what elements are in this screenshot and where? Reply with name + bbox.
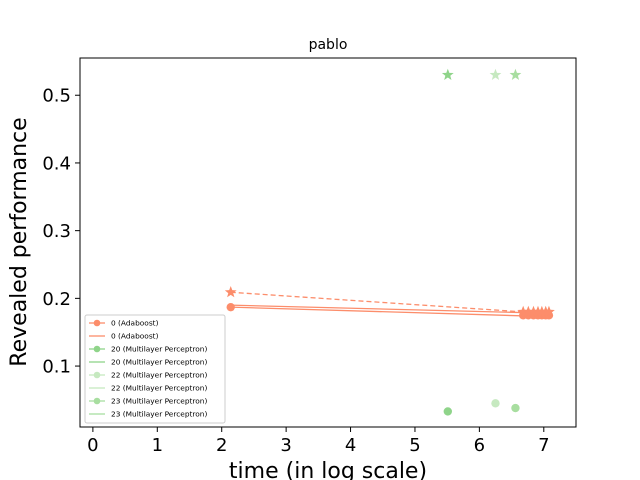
x-tick-label: 7	[538, 435, 549, 456]
data-point-star	[517, 305, 530, 317]
legend-entry: 20 (Multilayer Perceptron)	[89, 345, 207, 354]
series-line	[230, 304, 549, 314]
data-point-star	[224, 286, 237, 298]
x-tick-label: 2	[216, 435, 227, 456]
legend-label: 23 (Multilayer Perceptron)	[111, 410, 207, 419]
data-point-star	[509, 68, 522, 80]
x-axis: 0 1 2 3 4 5 6 7	[87, 427, 550, 456]
plot-frame	[79, 57, 577, 428]
legend-label: 0 (Adaboost)	[111, 332, 159, 341]
y-axis-label: Revealed performance	[7, 117, 32, 366]
y-tick-label: 0.3	[42, 221, 71, 242]
series-6	[491, 399, 500, 408]
legend-label: 0 (Adaboost)	[111, 319, 159, 328]
y-axis: 0.1 0.2 0.3 0.4 0.5	[42, 86, 80, 378]
series-line	[230, 306, 549, 318]
data-point	[511, 403, 520, 413]
legend-marker	[93, 345, 101, 353]
data-point-star	[441, 68, 454, 80]
legend-box	[84, 314, 226, 424]
legend-label: 22 (Multilayer Perceptron)	[111, 384, 207, 393]
series-2	[230, 306, 549, 318]
x-tick-label: 0	[87, 435, 98, 456]
data-point	[443, 407, 453, 416]
x-axis-label: time (in log scale)	[229, 459, 427, 480]
series-7	[489, 68, 502, 80]
series-4	[443, 407, 453, 416]
legend-marker	[93, 319, 101, 327]
legend-entry: 22 (Multilayer Perceptron)	[89, 384, 207, 393]
y-tick-label: 0.2	[42, 289, 71, 310]
legend-entry: 20 (Multilayer Perceptron)	[89, 358, 207, 367]
legend-entry: 23 (Multilayer Perceptron)	[89, 397, 207, 406]
legend-entry: 0 (Adaboost)	[89, 319, 159, 328]
series-5	[441, 68, 454, 80]
legend-label: 23 (Multilayer Perceptron)	[111, 397, 207, 406]
legend-label: 22 (Multilayer Perceptron)	[111, 371, 207, 380]
series-3	[224, 286, 555, 317]
y-tick-label: 0.5	[42, 86, 71, 107]
data-point-star	[522, 305, 535, 317]
data-point	[491, 399, 500, 408]
legend-label: 20 (Multilayer Perceptron)	[111, 345, 207, 354]
data-point-star	[543, 305, 555, 317]
chart-title: pablo	[309, 37, 348, 53]
y-tick-label: 0.1	[42, 357, 71, 378]
x-tick-label: 6	[474, 435, 485, 456]
legend-label: 20 (Multilayer Perceptron)	[111, 358, 207, 367]
x-tick-label: 1	[152, 435, 163, 456]
plot-area	[224, 68, 555, 416]
data-point-star	[527, 305, 540, 317]
data-point-star	[489, 68, 502, 80]
series-8	[511, 403, 520, 413]
legend-entry: 0 (Adaboost)	[89, 332, 159, 341]
y-tick-label: 0.4	[42, 153, 71, 174]
legend: 0 (Adaboost) 0 (Adaboost) 20 (Multilayer P…	[84, 314, 226, 424]
x-tick-label: 5	[409, 435, 420, 456]
x-tick-label: 4	[345, 435, 356, 456]
legend-marker	[93, 397, 101, 405]
legend-entry: 22 (Multilayer Perceptron)	[89, 371, 207, 380]
series-1	[230, 304, 549, 314]
legend-entry: 23 (Multilayer Perceptron)	[89, 410, 207, 419]
x-tick-label: 3	[280, 435, 291, 456]
series-9	[509, 68, 522, 80]
legend-marker	[93, 371, 101, 379]
